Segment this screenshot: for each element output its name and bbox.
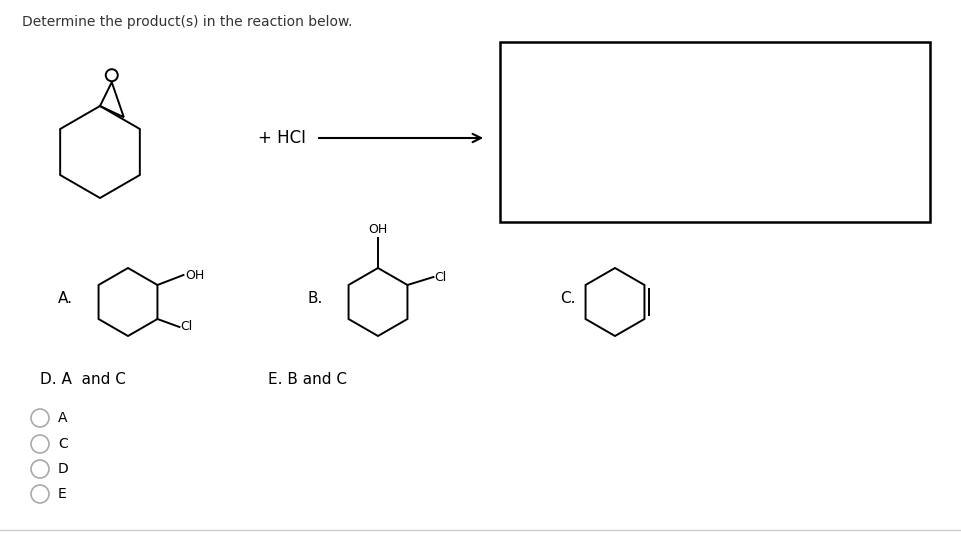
- Text: A.: A.: [58, 291, 73, 306]
- Text: D. A  and C: D. A and C: [40, 372, 126, 387]
- Text: B.: B.: [308, 291, 323, 306]
- Text: C.: C.: [559, 291, 575, 306]
- Text: Determine the product(s) in the reaction below.: Determine the product(s) in the reaction…: [22, 15, 352, 29]
- Text: OH: OH: [185, 268, 205, 281]
- Text: C: C: [58, 437, 67, 451]
- Text: E. B and C: E. B and C: [268, 372, 347, 387]
- Text: D: D: [58, 462, 68, 476]
- Text: A: A: [58, 411, 67, 425]
- Text: Cl: Cl: [434, 271, 446, 284]
- Text: + HCI: + HCI: [258, 129, 306, 147]
- Text: E: E: [58, 487, 66, 501]
- Text: OH: OH: [368, 223, 387, 236]
- Text: Cl: Cl: [181, 321, 192, 334]
- Bar: [500, 42, 929, 222]
